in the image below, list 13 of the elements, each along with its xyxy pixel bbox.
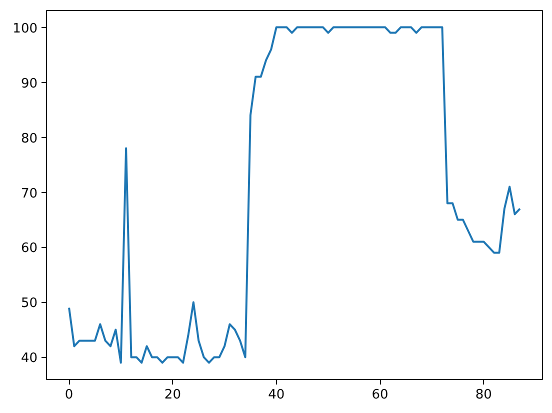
x-tick-label: 0 xyxy=(64,388,74,402)
x-tick-label: 80 xyxy=(475,388,492,402)
y-tick-label: 100 xyxy=(12,21,38,36)
y-tick-label: 90 xyxy=(20,76,38,92)
x-tick-label: 40 xyxy=(268,388,285,402)
y-tick-label: 60 xyxy=(20,241,38,256)
x-tick-label: 20 xyxy=(164,388,181,402)
y-tick-label: 70 xyxy=(20,186,38,202)
line-series xyxy=(68,26,521,364)
x-tick-label: 60 xyxy=(372,388,388,402)
y-tick-label: 40 xyxy=(20,351,38,366)
y-tick-label: 50 xyxy=(20,296,38,312)
y-tick-label: 80 xyxy=(20,131,38,146)
